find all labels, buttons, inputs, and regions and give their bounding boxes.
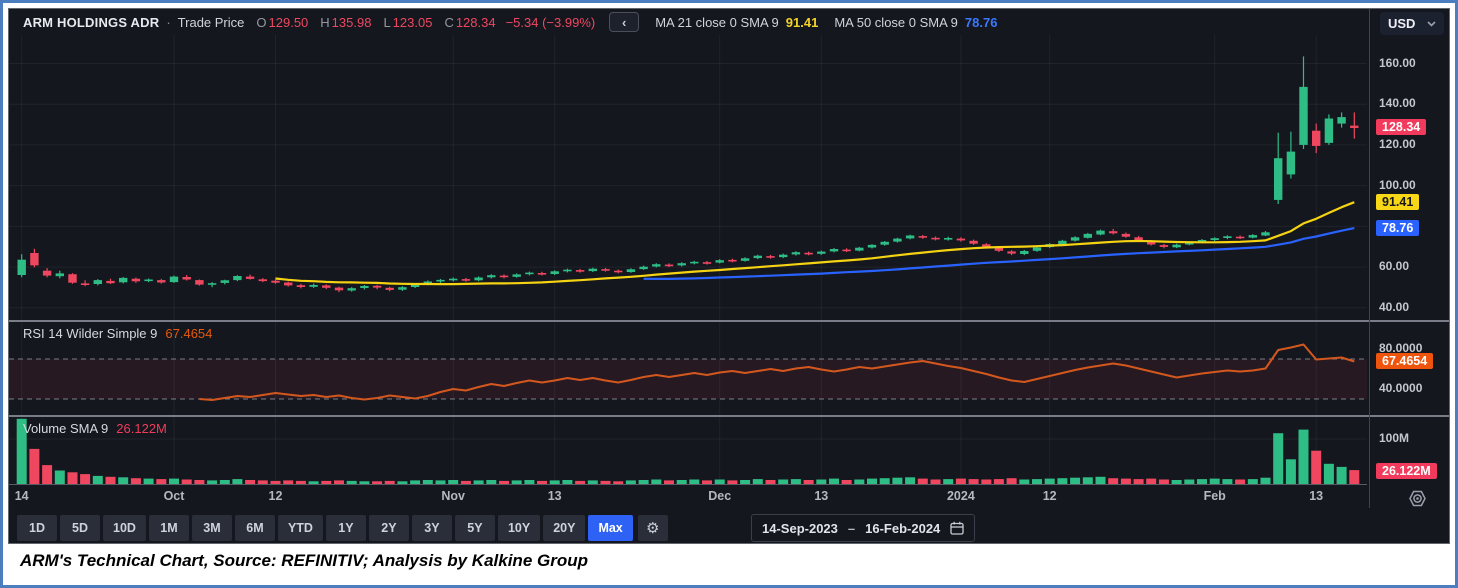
range-button-20y[interactable]: 20Y bbox=[543, 514, 586, 541]
rsi-axis-label: 80.0000 bbox=[1379, 341, 1423, 355]
ma50-label: MA 50 close 0 SMA 9 bbox=[834, 14, 958, 30]
chevron-down-icon bbox=[1427, 20, 1436, 27]
price-axis-column[interactable]: USD 160.00 140.00 120.00 100.00 60.00 40.00 12… bbox=[1369, 9, 1449, 508]
price-axis-label: 120.00 bbox=[1379, 136, 1416, 151]
rsi-chart-canvas[interactable] bbox=[9, 322, 1367, 415]
price-axis-label: 140.00 bbox=[1379, 96, 1416, 111]
range-toolbar: 1D 5D 10D 1M 3M 6M YTD 1Y 2Y 3Y 5Y 10Y 20Y Max ⚙ 14-S… bbox=[9, 512, 1449, 543]
header-separator: · bbox=[166, 14, 171, 30]
calendar-icon bbox=[950, 521, 964, 535]
rsi-label-text: RSI 14 Wilder Simple 9 bbox=[23, 326, 158, 341]
volume-value: 26.122M bbox=[116, 421, 167, 436]
pane-separator[interactable] bbox=[9, 415, 1449, 417]
series-type-label: Trade Price bbox=[177, 14, 245, 30]
range-button-1y[interactable]: 1Y bbox=[325, 514, 366, 541]
range-button-group: 1D 5D 10D 1M 3M 6M YTD 1Y 2Y 3Y 5Y 10Y 20Y Max bbox=[17, 514, 636, 541]
low-value: 123.05 bbox=[392, 14, 433, 30]
range-button-10y[interactable]: 10Y bbox=[497, 514, 541, 541]
range-button-5d[interactable]: 5D bbox=[60, 514, 100, 541]
price-axis-label: 160.00 bbox=[1379, 55, 1416, 70]
rsi-value: 67.4654 bbox=[165, 326, 213, 341]
range-button-1d[interactable]: 1D bbox=[17, 514, 57, 541]
price-axis-label: 100.00 bbox=[1379, 177, 1416, 192]
price-pane[interactable] bbox=[9, 35, 1367, 320]
ma21-label: MA 21 close 0 SMA 9 bbox=[655, 14, 779, 30]
time-axis-tick: 2024 bbox=[946, 489, 975, 503]
time-axis[interactable]: 14 Oct 12 Nov 13 Dec 13 2024 12 Feb 13 bbox=[9, 484, 1367, 509]
currency-value: USD bbox=[1388, 16, 1416, 31]
range-button-3y[interactable]: 3Y bbox=[411, 514, 452, 541]
price-change: −5.34 (−3.99%) bbox=[505, 14, 596, 30]
time-axis-tick: 13 bbox=[814, 489, 829, 503]
price-axis-label: 60.00 bbox=[1379, 259, 1410, 274]
volume-chart-canvas[interactable] bbox=[9, 417, 1367, 484]
range-button-6m[interactable]: 6M bbox=[234, 514, 275, 541]
date-from: 14-Sep-2023 bbox=[762, 520, 838, 536]
rsi-pane-label: RSI 14 Wilder Simple 9 67.4654 bbox=[23, 326, 212, 341]
high-label: H bbox=[320, 14, 330, 30]
symbol-name: ARM HOLDINGS ADR bbox=[23, 14, 160, 30]
rsi-axis-label: 40.0000 bbox=[1379, 381, 1423, 395]
trading-chart-app: ARM HOLDINGS ADR · Trade Price O 129.50 H… bbox=[8, 8, 1450, 544]
chevron-left-icon: ‹ bbox=[622, 15, 627, 30]
figure-caption: ARM's Technical Chart, Source: REFINITIV… bbox=[8, 544, 1450, 578]
pane-separator[interactable] bbox=[9, 320, 1449, 322]
caption-text: ARM's Technical Chart, Source: REFINITIV… bbox=[20, 551, 588, 570]
range-button-10d[interactable]: 10D bbox=[103, 514, 146, 541]
volume-pane-label: Volume SMA 9 26.122M bbox=[23, 421, 167, 436]
range-button-3m[interactable]: 3M bbox=[191, 514, 232, 541]
time-axis-tick: Oct bbox=[163, 489, 185, 503]
date-to: 16-Feb-2024 bbox=[865, 520, 941, 536]
high-value: 135.98 bbox=[331, 14, 372, 30]
ma21-value: 91.41 bbox=[785, 14, 819, 30]
close-label: C bbox=[444, 14, 454, 30]
currency-dropdown[interactable]: USD bbox=[1380, 12, 1444, 35]
time-axis-tick: 14 bbox=[14, 489, 29, 503]
price-axis-badge: 128.34 bbox=[1376, 119, 1427, 135]
target-hexagon-icon[interactable] bbox=[1407, 488, 1428, 509]
range-button-5y[interactable]: 5Y bbox=[454, 514, 495, 541]
range-button-max[interactable]: Max bbox=[588, 514, 633, 541]
price-axis-badge: 91.41 bbox=[1376, 194, 1420, 211]
volume-label-text: Volume SMA 9 bbox=[23, 421, 109, 436]
rsi-pane[interactable] bbox=[9, 322, 1367, 415]
range-button-ytd[interactable]: YTD bbox=[277, 514, 323, 541]
price-axis-label: 40.00 bbox=[1379, 299, 1410, 314]
price-chart-canvas[interactable] bbox=[9, 35, 1367, 320]
time-axis-tick: 13 bbox=[547, 489, 562, 503]
low-label: L bbox=[383, 14, 391, 30]
gear-icon: ⚙ bbox=[646, 518, 660, 537]
volume-pane[interactable] bbox=[9, 417, 1367, 484]
volume-axis-badge: 26.122M bbox=[1376, 463, 1437, 480]
time-axis-tick: 12 bbox=[268, 489, 283, 503]
range-button-1m[interactable]: 1M bbox=[148, 514, 189, 541]
range-button-2y[interactable]: 2Y bbox=[368, 514, 409, 541]
date-range-picker[interactable]: 14-Sep-2023 – 16-Feb-2024 bbox=[751, 514, 976, 542]
chart-header: ARM HOLDINGS ADR · Trade Price O 129.50 H… bbox=[9, 9, 1381, 35]
open-label: O bbox=[256, 14, 267, 30]
volume-axis-label: 100M bbox=[1379, 431, 1410, 445]
time-axis-tick: Nov bbox=[441, 489, 465, 503]
rsi-axis-badge: 67.4654 bbox=[1376, 352, 1434, 369]
settings-gear-button[interactable]: ⚙ bbox=[637, 514, 668, 541]
ma50-value: 78.76 bbox=[964, 14, 998, 30]
close-value: 128.34 bbox=[455, 14, 496, 30]
time-axis-tick: Feb bbox=[1203, 489, 1226, 503]
collapse-indicators-button[interactable]: ‹ bbox=[609, 12, 640, 32]
price-axis-badge: 78.76 bbox=[1376, 219, 1420, 236]
open-value: 129.50 bbox=[268, 14, 309, 30]
time-axis-tick: 13 bbox=[1309, 489, 1324, 503]
date-range-separator: – bbox=[847, 520, 856, 536]
time-axis-tick: 12 bbox=[1042, 489, 1057, 503]
time-axis-tick: Dec bbox=[708, 489, 732, 503]
